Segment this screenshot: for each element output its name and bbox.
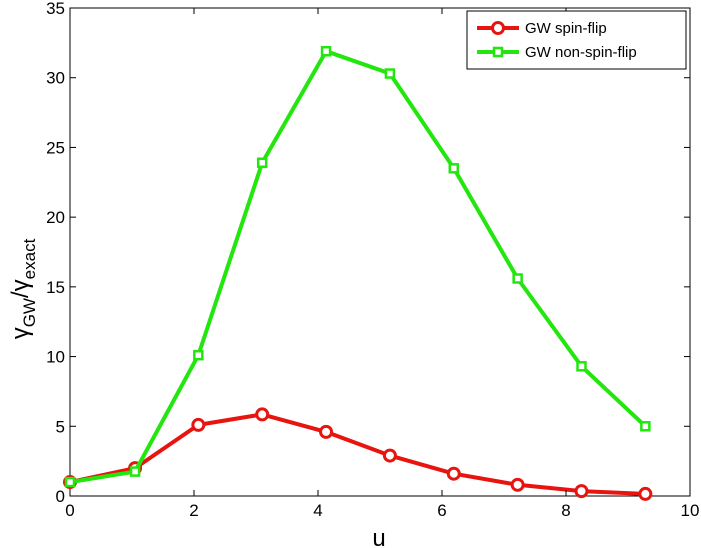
data-point-non-spin-flip [320, 45, 332, 57]
y-tick-label: 30 [46, 69, 65, 88]
x-tick-label: 8 [561, 501, 570, 520]
y-tick-label: 10 [46, 348, 65, 367]
data-point-non-spin-flip [640, 421, 651, 432]
data-point-spin-flip [382, 448, 397, 463]
legend-label: GW spin-flip [525, 20, 607, 37]
y-tick-label: 20 [46, 208, 65, 227]
data-point-non-spin-flip [512, 273, 523, 284]
plot-border [69, 7, 691, 497]
data-point-non-spin-flip [129, 466, 141, 477]
y-label-sub-exact: exact [20, 238, 39, 279]
series-line-spin-flip [69, 412, 646, 496]
x-axis-label: u [372, 525, 385, 548]
data-point-spin-flip [319, 424, 334, 439]
x-tick-label: 4 [313, 501, 322, 520]
y-tick-label: 25 [46, 138, 65, 157]
y-tick-label: 0 [56, 487, 65, 506]
data-point-non-spin-flip [193, 349, 204, 361]
legend-marker-circle [491, 21, 505, 35]
legend-box [466, 10, 687, 70]
y-label-gamma-2: γ [7, 279, 34, 291]
data-point-non-spin-flip [576, 361, 587, 372]
y-tick-label: 35 [46, 0, 65, 18]
data-point-spin-flip [191, 417, 206, 432]
series-layer [63, 45, 653, 501]
data-point-spin-flip [255, 407, 270, 422]
legend: GW spin-flip GW non-spin-flip [466, 10, 687, 70]
y-label-gamma-1: γ [7, 327, 34, 339]
data-point-spin-flip [446, 466, 461, 481]
ticks-layer: 0 2 4 6 8 10 0 5 10 15 20 25 30 35 [46, 0, 699, 520]
series-line-non-spin-flip [69, 49, 647, 485]
x-tick-label: 6 [437, 501, 446, 520]
data-point-non-spin-flip [256, 157, 268, 169]
x-tick-label: 0 [65, 501, 74, 520]
y-label-slash: / [7, 291, 34, 298]
y-tick-label: 5 [56, 417, 65, 436]
data-point-non-spin-flip [64, 476, 76, 488]
data-point-non-spin-flip [448, 163, 460, 174]
x-tick-label: 10 [681, 501, 700, 520]
y-tick-label: 15 [46, 278, 65, 297]
data-point-spin-flip [574, 484, 589, 499]
legend-marker-square [492, 46, 504, 58]
data-point-spin-flip [638, 486, 653, 501]
data-point-spin-flip [510, 477, 525, 492]
y-label-sub-gw: GW [20, 298, 39, 327]
plot-frame [69, 7, 691, 497]
data-point-non-spin-flip [384, 68, 396, 79]
y-axis-label: γGW/γexact [7, 238, 39, 339]
legend-label: GW non-spin-flip [525, 44, 637, 61]
x-tick-label: 2 [189, 501, 198, 520]
